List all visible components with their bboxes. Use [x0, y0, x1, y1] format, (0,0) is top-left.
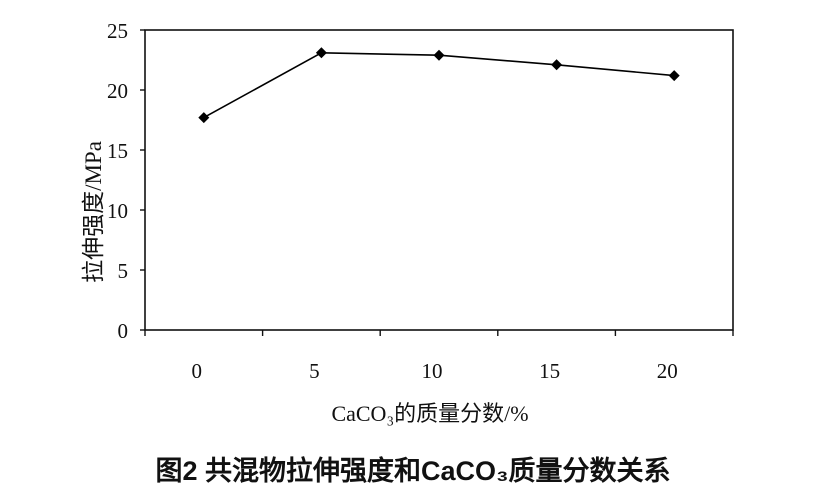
- y-tick-label: 25: [107, 19, 128, 43]
- y-tick-label: 20: [107, 79, 128, 103]
- y-tick-label: 15: [107, 139, 128, 163]
- figure-caption: 图2 共混物拉伸强度和CaCO₃质量分数关系: [155, 455, 670, 486]
- data-point-marker: [668, 70, 680, 82]
- x-axis-label: CaCO₃的质量分数/%: [331, 401, 528, 426]
- series-line: [203, 51, 675, 119]
- data-point-marker: [433, 49, 445, 61]
- y-tick-label: 5: [118, 259, 129, 283]
- x-tick-label: 10: [422, 359, 443, 383]
- y-axis: 0 5 10 15 20 25: [107, 19, 145, 343]
- data-point-marker: [315, 47, 327, 59]
- y-tick-label: 10: [107, 199, 128, 223]
- series-layer: [198, 47, 680, 124]
- data-point-marker: [551, 59, 563, 71]
- y-tick-label: 0: [118, 319, 129, 343]
- x-tick-label: 5: [309, 359, 320, 383]
- plot-area-frame: [144, 29, 734, 331]
- x-tick-label: 0: [192, 359, 203, 383]
- x-tick-label: 20: [657, 359, 678, 383]
- x-tick-label: 15: [539, 359, 560, 383]
- y-axis-label: 拉伸强度/MPa: [81, 141, 106, 283]
- data-point-marker: [198, 112, 210, 124]
- x-axis: 0 5 10 15 20: [144, 330, 734, 383]
